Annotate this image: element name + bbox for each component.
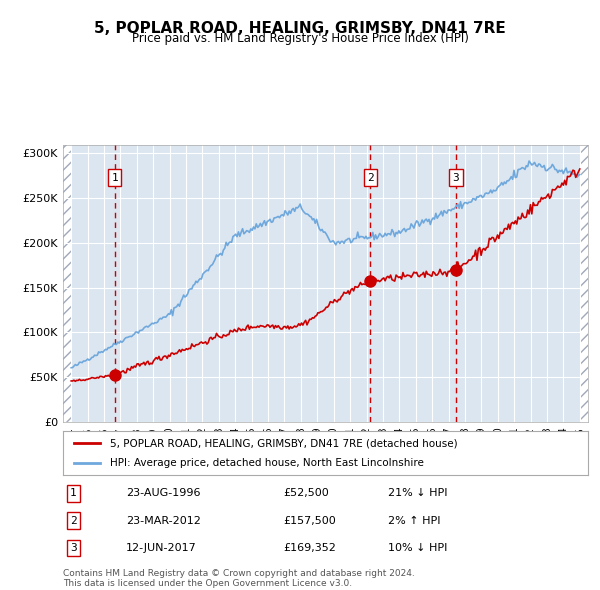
Text: 3: 3 — [70, 543, 77, 553]
Bar — [580, 145, 588, 422]
Text: £52,500: £52,500 — [284, 489, 329, 499]
Text: 2: 2 — [70, 516, 77, 526]
Text: Price paid vs. HM Land Registry's House Price Index (HPI): Price paid vs. HM Land Registry's House … — [131, 32, 469, 45]
Text: 3: 3 — [452, 173, 460, 183]
Text: £169,352: £169,352 — [284, 543, 337, 553]
Text: 2: 2 — [367, 173, 374, 183]
Text: HPI: Average price, detached house, North East Lincolnshire: HPI: Average price, detached house, Nort… — [110, 458, 424, 467]
Text: 23-AUG-1996: 23-AUG-1996 — [126, 489, 200, 499]
Text: 21% ↓ HPI: 21% ↓ HPI — [389, 489, 448, 499]
Text: This data is licensed under the Open Government Licence v3.0.: This data is licensed under the Open Gov… — [63, 579, 352, 588]
Text: Contains HM Land Registry data © Crown copyright and database right 2024.: Contains HM Land Registry data © Crown c… — [63, 569, 415, 578]
Text: 1: 1 — [112, 173, 118, 183]
Bar — [63, 145, 71, 422]
Text: 1: 1 — [70, 489, 77, 499]
Text: £157,500: £157,500 — [284, 516, 336, 526]
Bar — [63, 145, 71, 422]
Text: 23-MAR-2012: 23-MAR-2012 — [126, 516, 201, 526]
Text: 5, POPLAR ROAD, HEALING, GRIMSBY, DN41 7RE (detached house): 5, POPLAR ROAD, HEALING, GRIMSBY, DN41 7… — [110, 438, 458, 448]
Text: 5, POPLAR ROAD, HEALING, GRIMSBY, DN41 7RE: 5, POPLAR ROAD, HEALING, GRIMSBY, DN41 7… — [94, 21, 506, 35]
Text: 12-JUN-2017: 12-JUN-2017 — [126, 543, 197, 553]
Text: 10% ↓ HPI: 10% ↓ HPI — [389, 543, 448, 553]
Text: 2% ↑ HPI: 2% ↑ HPI — [389, 516, 441, 526]
